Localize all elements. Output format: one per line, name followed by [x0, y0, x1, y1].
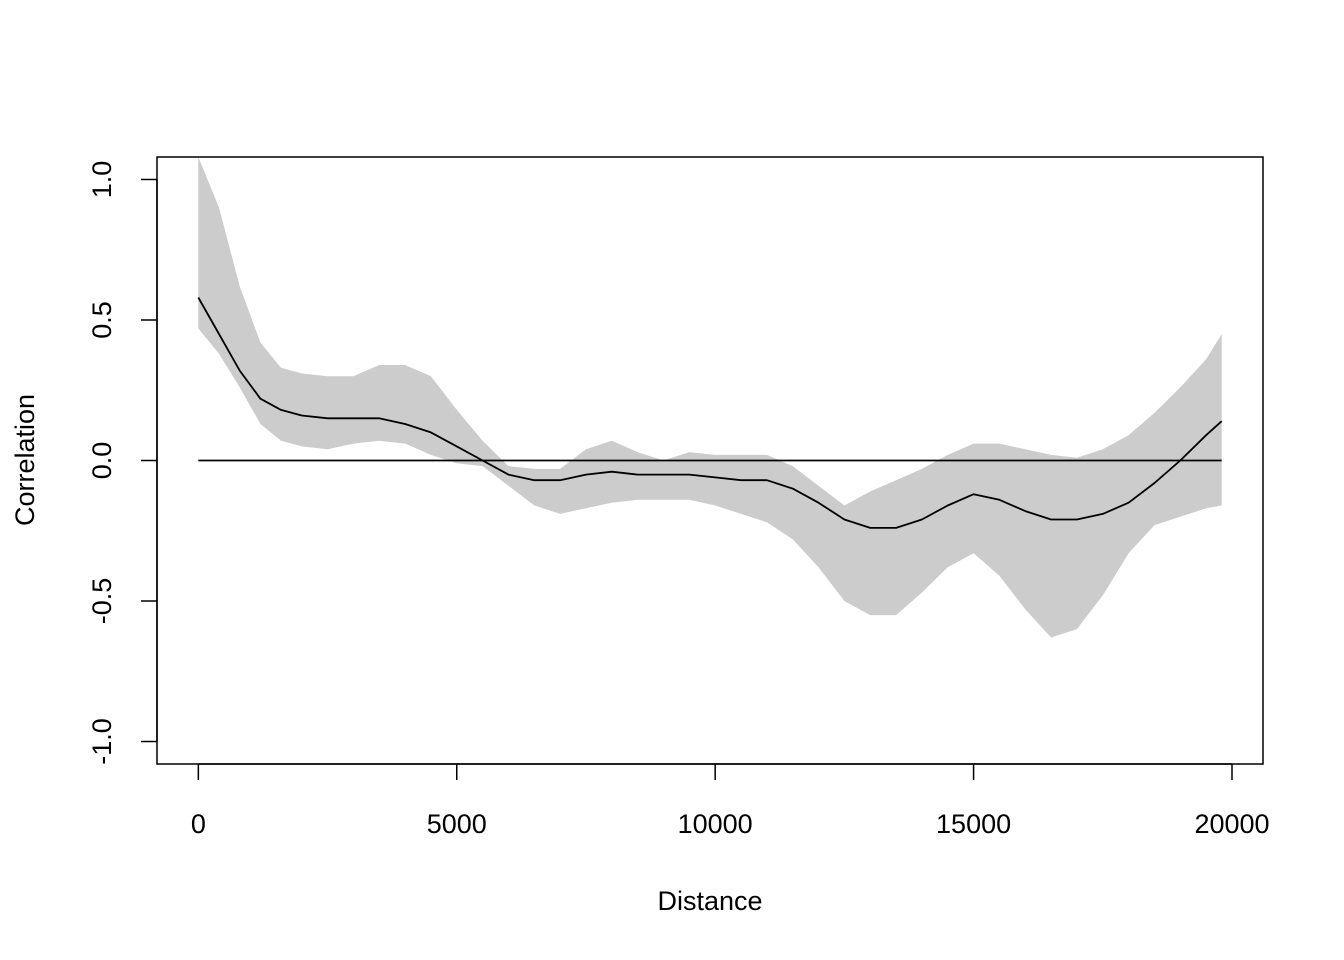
confidence-band-layer: [198, 157, 1222, 638]
x-axis: 0 5000 10000 15000 20000: [191, 763, 1270, 839]
confidence-band: [198, 157, 1222, 638]
y-tick-label: 1.0: [87, 161, 117, 199]
y-tick-label: -0.5: [87, 578, 117, 625]
y-axis-title: Correlation: [10, 394, 40, 526]
x-axis-title: Distance: [657, 886, 762, 916]
y-tick-label: 0.5: [87, 301, 117, 339]
x-tick-label: 10000: [678, 809, 753, 839]
correlation-line: [197, 297, 1223, 529]
x-tick-label: 0: [191, 809, 206, 839]
line-layer: [197, 297, 1223, 529]
y-tick-label: -1.0: [87, 718, 117, 765]
x-tick-label: 20000: [1194, 809, 1269, 839]
y-axis: -1.0 -0.5 0.0 0.5 1.0: [87, 161, 158, 765]
x-tick-label: 5000: [427, 809, 487, 839]
x-tick-label: 15000: [936, 809, 1011, 839]
y-tick-label: 0.0: [87, 442, 117, 480]
